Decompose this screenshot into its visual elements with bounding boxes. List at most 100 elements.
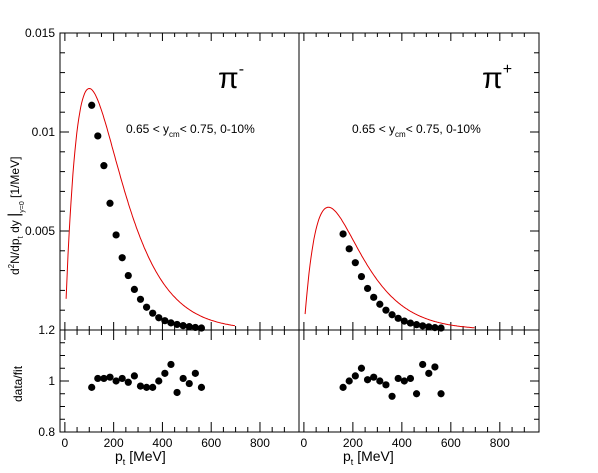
x-title-unit: [MeV] bbox=[125, 448, 165, 464]
y-title-part: y=0 bbox=[19, 201, 26, 213]
ratio-point bbox=[185, 379, 193, 388]
data-point bbox=[94, 132, 102, 140]
data-point bbox=[400, 317, 408, 325]
data-point bbox=[394, 314, 402, 322]
ratio-point bbox=[419, 360, 427, 369]
ratio-point bbox=[124, 378, 132, 386]
particle-symbol: π bbox=[218, 62, 239, 95]
x-title-sub: t bbox=[123, 457, 126, 467]
ratio-point bbox=[376, 377, 384, 385]
x-tick-label: 0 bbox=[62, 436, 69, 450]
ratio-point bbox=[94, 374, 102, 383]
data-point bbox=[351, 259, 359, 267]
x-tick-label: 800 bbox=[490, 436, 510, 450]
selection-pre: 0.65 < y bbox=[352, 122, 395, 136]
ratio-point bbox=[142, 383, 151, 391]
ratio-point bbox=[149, 383, 157, 391]
particle-label: π- bbox=[218, 61, 244, 95]
x-title-main: p bbox=[115, 448, 123, 464]
fit-curve-1 bbox=[304, 206, 475, 329]
x-tick-label: 600 bbox=[201, 436, 221, 450]
ratio-point bbox=[431, 363, 439, 371]
selection-post: < 0.75, 0-10% bbox=[180, 122, 255, 136]
x-title-main: p bbox=[343, 448, 351, 464]
data-point bbox=[425, 323, 433, 331]
y-tick-label: 0.01 bbox=[32, 125, 56, 139]
ratio-point bbox=[406, 374, 415, 383]
x-axis-title: pt [MeV] bbox=[115, 448, 166, 467]
particle-symbol: π bbox=[482, 62, 503, 95]
data-point bbox=[124, 271, 132, 280]
ratio-point bbox=[394, 374, 402, 383]
x-title-sub: t bbox=[351, 457, 354, 467]
ratio-point bbox=[118, 374, 126, 383]
x-tick-label: 800 bbox=[250, 436, 270, 450]
selection-pre: 0.65 < y bbox=[126, 122, 169, 136]
ratio-point bbox=[388, 392, 396, 400]
ratio-point bbox=[130, 372, 138, 380]
ratio-point bbox=[161, 369, 169, 377]
ratio-point bbox=[191, 369, 199, 377]
y-title-part: [1/MeV] bbox=[8, 157, 22, 202]
ratio-point bbox=[357, 364, 366, 372]
y-axis-title: d2N/dpt dy |y=0 [1/MeV] bbox=[6, 157, 26, 275]
data-point bbox=[167, 319, 175, 327]
y-tick-label: 0.015 bbox=[25, 26, 55, 40]
x-tick-label: 0 bbox=[301, 436, 308, 450]
y-title-part: d bbox=[8, 268, 22, 275]
ratio-point bbox=[155, 377, 163, 385]
y-tick-label: 0.8 bbox=[38, 425, 55, 439]
data-point bbox=[191, 323, 199, 332]
ratio-point bbox=[100, 374, 108, 383]
data-point bbox=[179, 322, 187, 330]
y-tick-label: 1 bbox=[48, 374, 55, 388]
data-point bbox=[431, 324, 439, 332]
selection-label: 0.65 < ycm< 0.75, 0-10% bbox=[352, 122, 481, 139]
data-point bbox=[130, 285, 138, 294]
data-point bbox=[363, 284, 372, 293]
x-title-unit: [MeV] bbox=[353, 448, 393, 464]
ratio-axis-title: data/fit bbox=[11, 365, 25, 402]
ratio-point bbox=[437, 390, 445, 398]
selection-post: < 0.75, 0-10% bbox=[406, 122, 481, 136]
particle-charge: + bbox=[503, 61, 512, 78]
data-point bbox=[142, 303, 151, 311]
data-point bbox=[155, 314, 163, 322]
x-tick-label: 200 bbox=[104, 436, 124, 450]
ratio-point bbox=[425, 369, 433, 377]
data-point bbox=[382, 306, 390, 314]
selection-sub: cm bbox=[395, 130, 406, 139]
ratio-point bbox=[400, 377, 408, 385]
data-point bbox=[412, 321, 421, 329]
selection-sub: cm bbox=[169, 130, 180, 139]
ratio-point bbox=[136, 382, 145, 390]
panel-frame-ratio-1 bbox=[298, 329, 540, 433]
ratio-point bbox=[173, 388, 181, 397]
x-tick-label: 200 bbox=[343, 436, 363, 450]
y-tick-label: 1.2 bbox=[38, 323, 55, 337]
data-point bbox=[406, 319, 415, 327]
data-point bbox=[100, 162, 108, 170]
data-point bbox=[118, 254, 126, 262]
y-title-part: N/dp bbox=[8, 238, 22, 264]
ratio-point bbox=[197, 383, 206, 391]
y-title-part: 2 bbox=[7, 263, 16, 268]
data-point bbox=[357, 272, 366, 281]
ratio-point bbox=[345, 377, 353, 385]
ratio-point bbox=[112, 377, 120, 385]
ratio-point bbox=[339, 383, 347, 391]
data-point bbox=[388, 311, 396, 319]
data-point bbox=[197, 324, 206, 332]
data-point bbox=[370, 293, 378, 301]
x-tick-label: 400 bbox=[392, 436, 412, 450]
data-point bbox=[437, 324, 445, 332]
x-axis-title: pt [MeV] bbox=[343, 448, 394, 467]
x-tick-label: 400 bbox=[152, 436, 172, 450]
ratio-point bbox=[167, 360, 175, 369]
ratio-point bbox=[106, 373, 114, 381]
data-point bbox=[419, 322, 427, 330]
data-point bbox=[185, 323, 193, 331]
ratio-point bbox=[370, 373, 378, 381]
data-point bbox=[88, 101, 96, 109]
